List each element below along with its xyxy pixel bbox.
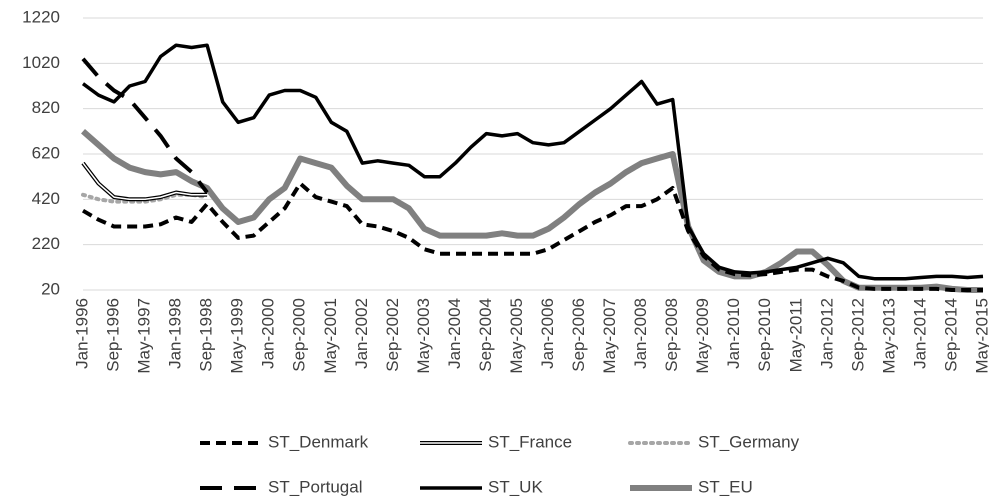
x-tick-label: Jan-2002 [352, 298, 371, 369]
x-tick-label: May-2007 [600, 298, 619, 374]
x-tick-label: Jan-1998 [166, 298, 185, 369]
x-tick-label: May-2009 [693, 298, 712, 374]
x-tick-label: May-1997 [135, 298, 154, 374]
legend-label: ST_Germany [698, 432, 800, 451]
x-tick-label: May-1999 [228, 298, 247, 374]
legend-label: ST_France [488, 432, 572, 451]
x-tick-label: May-2011 [786, 298, 805, 372]
y-tick-label: 1020 [22, 53, 60, 72]
series-line [81, 57, 209, 194]
y-tick-label: 820 [32, 98, 60, 117]
x-tick-label: Jan-2004 [445, 298, 464, 369]
x-tick-label: May-2015 [972, 298, 989, 374]
x-tick-label: Sep-2014 [941, 298, 960, 372]
legend-label: ST_Denmark [268, 432, 369, 451]
x-tick-label: Jan-2006 [538, 298, 557, 369]
x-tick-label: Jan-2014 [910, 298, 929, 369]
series-line [81, 181, 983, 292]
y-tick-label: 220 [32, 234, 60, 253]
x-tick-label: Sep-1998 [197, 298, 216, 372]
series-line-inner [82, 162, 208, 201]
series-line [81, 43, 984, 281]
x-tick-label: Jan-1996 [72, 298, 91, 369]
y-tick-label: 1220 [22, 7, 60, 26]
x-tick-label: Jan-2008 [631, 298, 650, 369]
x-tick-label: Jan-2010 [724, 298, 743, 369]
x-tick-label: Sep-2008 [662, 298, 681, 372]
x-tick-label: Sep-2012 [848, 298, 867, 372]
x-tick-label: May-2005 [507, 298, 526, 374]
x-tick-label: Jan-2000 [259, 298, 278, 369]
legend-label: ST_EU [698, 477, 753, 496]
x-tick-label: Sep-2000 [290, 298, 309, 372]
x-tick-label: May-2013 [879, 298, 898, 374]
x-tick-label: Sep-1996 [104, 298, 123, 372]
y-tick-label: 620 [32, 143, 60, 162]
x-tick-label: May-2003 [414, 298, 433, 374]
x-tick-label: Sep-2010 [755, 298, 774, 372]
x-tick-label: Sep-2006 [569, 298, 588, 372]
y-tick-label: 20 [41, 279, 60, 298]
series-line [81, 129, 983, 293]
y-tick-label: 420 [32, 189, 60, 208]
x-tick-label: May-2001 [321, 298, 340, 374]
x-tick-label: Sep-2004 [476, 298, 495, 372]
legend-label: ST_Portugal [268, 477, 363, 496]
x-tick-label: Jan-2012 [817, 298, 836, 369]
x-tick-label: Sep-2002 [383, 298, 402, 372]
legend-label: ST_UK [488, 477, 543, 496]
